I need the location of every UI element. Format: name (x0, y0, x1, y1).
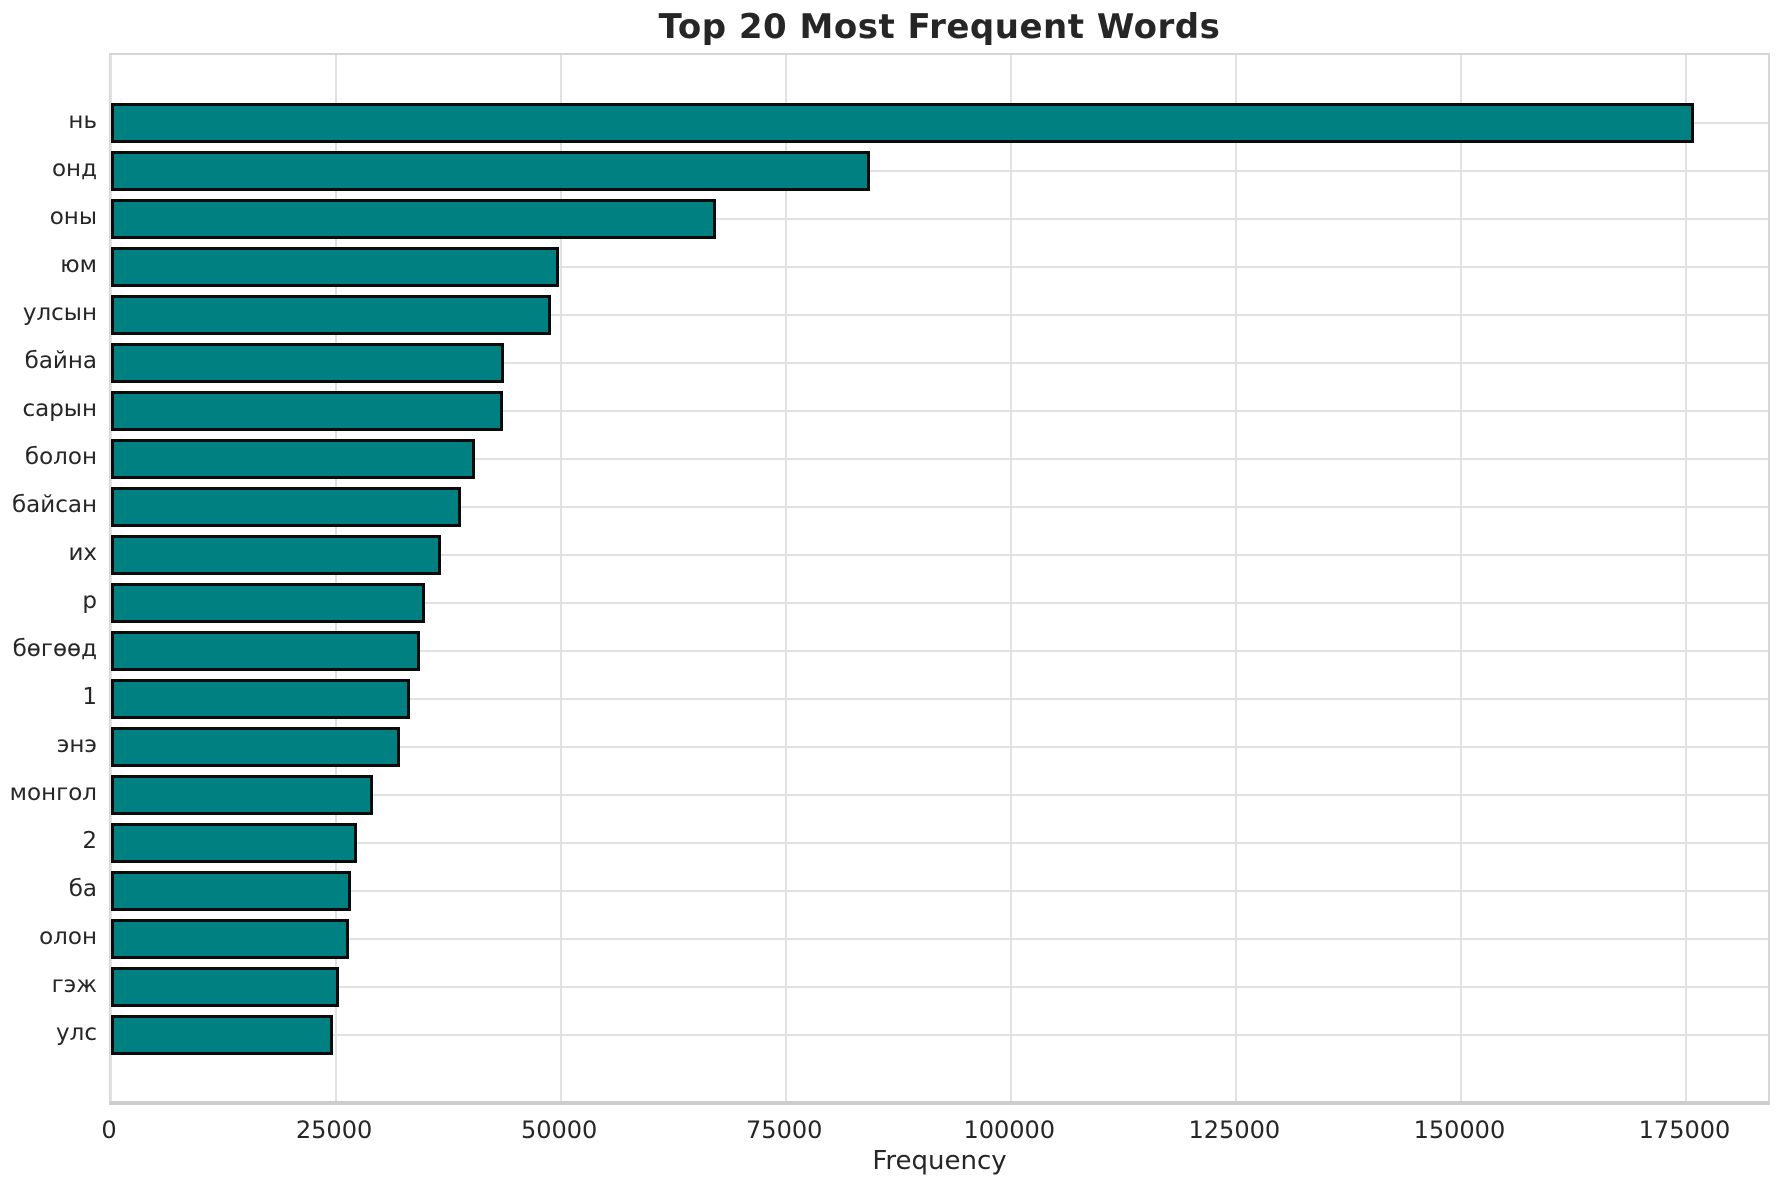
bar (111, 391, 503, 431)
y-gridline (111, 170, 1768, 172)
bar (111, 199, 716, 239)
x-tick-label: 125000 (1188, 1116, 1281, 1144)
y-tick-label: монгол (9, 780, 97, 806)
y-gridline (111, 410, 1768, 412)
y-tick-label: ба (68, 876, 97, 902)
x-tick-label: 175000 (1638, 1116, 1731, 1144)
y-tick-label: улс (56, 1020, 97, 1046)
x-tick-label: 25000 (295, 1116, 373, 1144)
bar (111, 343, 505, 383)
bar (111, 919, 349, 959)
bar (111, 151, 870, 191)
y-tick-label: сарын (22, 396, 97, 422)
y-gridline (111, 362, 1768, 364)
x-tick-label: 75000 (746, 1116, 823, 1144)
y-gridline (111, 314, 1768, 316)
bar (111, 1015, 333, 1055)
y-gridline (111, 1034, 1768, 1036)
x-gridline (560, 55, 563, 1101)
y-gridline (111, 746, 1768, 748)
x-gridline (1235, 55, 1238, 1101)
y-gridline (111, 698, 1768, 700)
bar (111, 583, 426, 623)
y-gridline (111, 266, 1768, 268)
x-tick-label: 0 (101, 1116, 117, 1144)
y-gridline (111, 794, 1768, 796)
y-gridline (111, 842, 1768, 844)
y-tick-label: юм (60, 252, 97, 278)
y-tick-label: энэ (56, 732, 97, 758)
x-tick-label: 150000 (1413, 1116, 1506, 1144)
y-gridline (111, 554, 1768, 556)
y-gridline (111, 986, 1768, 988)
y-tick-label: нь (68, 108, 97, 134)
y-gridline (111, 218, 1768, 220)
y-tick-label: их (68, 540, 97, 566)
bar (111, 247, 560, 287)
y-tick-label: байсан (11, 492, 97, 518)
x-gridline (335, 55, 338, 1101)
y-tick-label: 1 (82, 684, 97, 710)
x-tick-label: 50000 (520, 1116, 598, 1144)
y-gridline (111, 458, 1768, 460)
y-tick-label: 2 (82, 828, 97, 854)
x-gridline (1685, 55, 1688, 1101)
y-tick-label: байна (24, 348, 97, 374)
y-tick-label: оны (49, 204, 97, 230)
y-tick-label: улсын (22, 300, 97, 326)
chart-title: Top 20 Most Frequent Words (658, 7, 1221, 47)
bar (111, 823, 357, 863)
plot-area (109, 53, 1770, 1105)
x-gridline (110, 55, 112, 1101)
bar (111, 679, 410, 719)
bar (111, 295, 552, 335)
bar (111, 631, 420, 671)
bar (111, 103, 1694, 143)
bar (111, 967, 339, 1007)
y-tick-label: бөгөөд (12, 636, 97, 662)
y-tick-label: олон (39, 924, 97, 950)
bar (111, 535, 441, 575)
y-tick-label: р (82, 588, 97, 614)
x-gridline (1460, 55, 1463, 1101)
y-tick-label: гэж (51, 972, 97, 998)
y-tick-label: онд (51, 156, 97, 182)
x-axis-title: Frequency (872, 1146, 1007, 1176)
y-gridline (111, 602, 1768, 604)
x-gridline (1010, 55, 1013, 1101)
y-gridline (111, 890, 1768, 892)
y-gridline (111, 506, 1768, 508)
x-tick-label: 100000 (963, 1116, 1056, 1144)
y-tick-label: болон (24, 444, 97, 470)
bar (111, 439, 475, 479)
y-gridline (111, 938, 1768, 940)
bar (111, 871, 352, 911)
bar (111, 775, 373, 815)
y-gridline (111, 650, 1768, 652)
bar (111, 727, 400, 767)
x-gridline (785, 55, 788, 1101)
bar (111, 487, 462, 527)
